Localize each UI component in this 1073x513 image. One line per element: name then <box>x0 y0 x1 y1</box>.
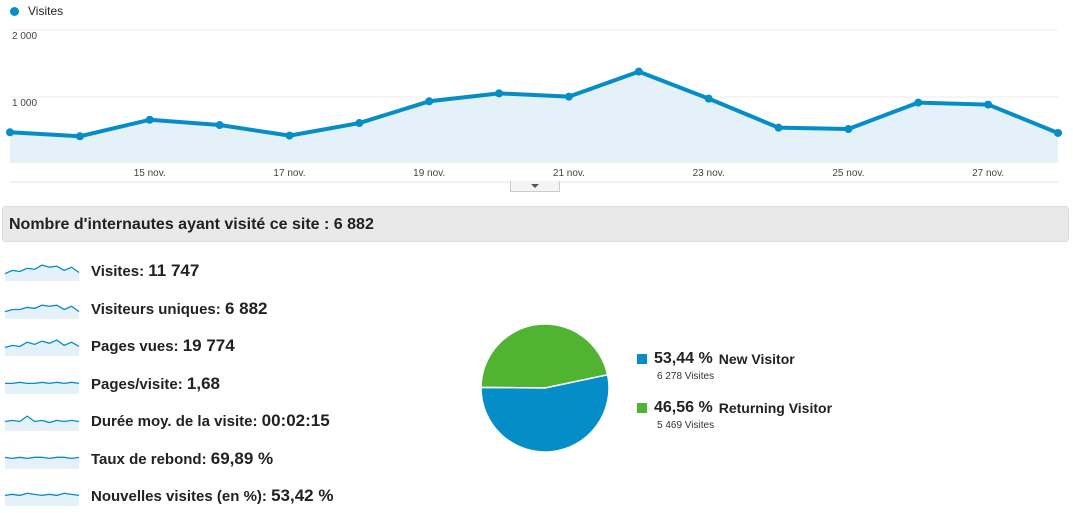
metric-name: Pages vues: <box>91 338 183 355</box>
legend-name: Returning Visitor <box>718 400 833 416</box>
metric-label: Pages/visite: 1,68 <box>91 374 220 394</box>
summary-text: Nombre d'internautes ayant visité ce sit… <box>9 216 374 233</box>
legend-swatch-icon <box>637 354 647 364</box>
x-tick-label: 21 nov. <box>553 168 585 179</box>
metric-row[interactable]: Pages vues: 19 774 <box>0 329 460 363</box>
data-point[interactable] <box>285 131 294 140</box>
metric-value: 53,42 % <box>271 486 334 505</box>
x-tick-label: 19 nov. <box>413 168 445 179</box>
metric-row[interactable]: Durée moy. de la visite: 00:02:15 <box>0 404 460 438</box>
data-point[interactable] <box>145 115 154 124</box>
legend-sub-count: 5 469 Visites <box>657 420 715 431</box>
metric-name: Taux de rebond: <box>91 450 211 468</box>
data-point[interactable] <box>355 119 364 128</box>
metric-value: 19 774 <box>182 336 235 355</box>
data-point[interactable] <box>425 97 434 106</box>
metric-label: Durée moy. de la visite: 00:02:15 <box>91 411 330 431</box>
metric-row[interactable]: Visites: 11 747 <box>0 254 460 288</box>
legend-name: New Visitor <box>718 351 795 367</box>
metric-label: Taux de rebond: 69,89 % <box>91 449 273 469</box>
sparkline-icon <box>4 304 80 319</box>
series-dot-icon <box>10 6 19 16</box>
sparkline-icon <box>4 415 80 431</box>
metric-label: Pages vues: 19 774 <box>91 336 235 356</box>
data-point[interactable] <box>564 92 573 101</box>
metric-name: Pages/visite: <box>91 375 187 393</box>
metric-label: Nouvelles visites (en %): 53,42 % <box>91 486 333 506</box>
metric-label: Visites: 11 747 <box>91 261 199 281</box>
metric-label: Visiteurs uniques: 6 882 <box>91 299 267 319</box>
pie-slice-new-visitor[interactable] <box>480 373 610 453</box>
sparkline-icon <box>4 264 80 281</box>
metric-row[interactable]: Pages/visite: 1,68 <box>0 367 460 401</box>
data-point[interactable] <box>704 94 713 103</box>
legend-percentage: 53,44 % <box>654 350 713 367</box>
x-tick-label: 25 nov. <box>832 168 864 179</box>
data-point[interactable] <box>6 128 14 137</box>
sparkline-icon <box>4 339 80 356</box>
metric-value: 11 747 <box>148 261 200 280</box>
data-point[interactable] <box>215 121 224 130</box>
metric-row[interactable]: Nouvelles visites (en %): 53,42 % <box>0 479 460 513</box>
metric-row[interactable]: Visiteurs uniques: 6 882 <box>0 292 460 326</box>
legend-swatch-icon <box>637 403 647 413</box>
sparkline-icon <box>4 456 80 469</box>
data-point[interactable] <box>1054 128 1062 137</box>
legend-sub-count: 6 278 Visites <box>657 371 715 382</box>
metric-name: Visites: <box>91 263 149 280</box>
x-tick-label: 23 nov. <box>693 168 725 179</box>
pie-legend-item: 46,56 % Returning Visitor 5 469 Visites <box>637 399 832 431</box>
summary-header: Nombre d'internautes ayant visité ce sit… <box>2 206 1069 242</box>
x-tick-label: 15 nov. <box>134 168 166 179</box>
data-point[interactable] <box>634 67 643 76</box>
data-point[interactable] <box>495 89 504 98</box>
data-point[interactable] <box>984 100 993 109</box>
data-point[interactable] <box>844 125 853 133</box>
data-point[interactable] <box>774 123 783 132</box>
metric-value: 00:02:15 <box>261 411 330 430</box>
data-point[interactable] <box>75 132 84 141</box>
pie-legend-item: 53,44 % New Visitor 6 278 Visites <box>637 350 795 382</box>
y-tick-label: 2 000 <box>12 31 37 42</box>
sparkline-icon <box>4 492 80 506</box>
x-tick-label: 17 nov. <box>273 168 305 179</box>
y-tick-label: 1 000 <box>12 98 37 109</box>
visits-line-chart: 2 000 1 000 15 nov. 17 nov. 19 nov. 21 nov. 23… <box>6 29 1062 183</box>
data-point[interactable] <box>914 98 923 107</box>
chart-legend: Visites <box>10 4 63 18</box>
sparkline-icon <box>5 381 80 394</box>
metric-value: 6 882 <box>224 298 268 318</box>
visitor-type-pie-chart <box>480 323 610 453</box>
collapse-chart-toggle[interactable] <box>510 181 560 192</box>
x-tick-label: 27 nov. <box>972 168 1004 179</box>
metric-row[interactable]: Taux de rebond: 69,89 % <box>0 442 460 476</box>
metric-name: Durée moy. de la visite: <box>91 413 262 430</box>
metric-value: 1,68 <box>186 373 220 393</box>
legend-percentage: 46,56 % <box>654 399 713 416</box>
legend-label: Visites <box>28 4 64 18</box>
metric-name: Visiteurs uniques: <box>91 300 225 318</box>
pie-slice-returning-visitor[interactable] <box>480 323 609 389</box>
series-area <box>10 71 1058 162</box>
metric-value: 69,89 % <box>210 448 274 468</box>
series-line <box>9 69 1059 139</box>
metric-name: Nouvelles visites (en %): <box>91 488 272 505</box>
